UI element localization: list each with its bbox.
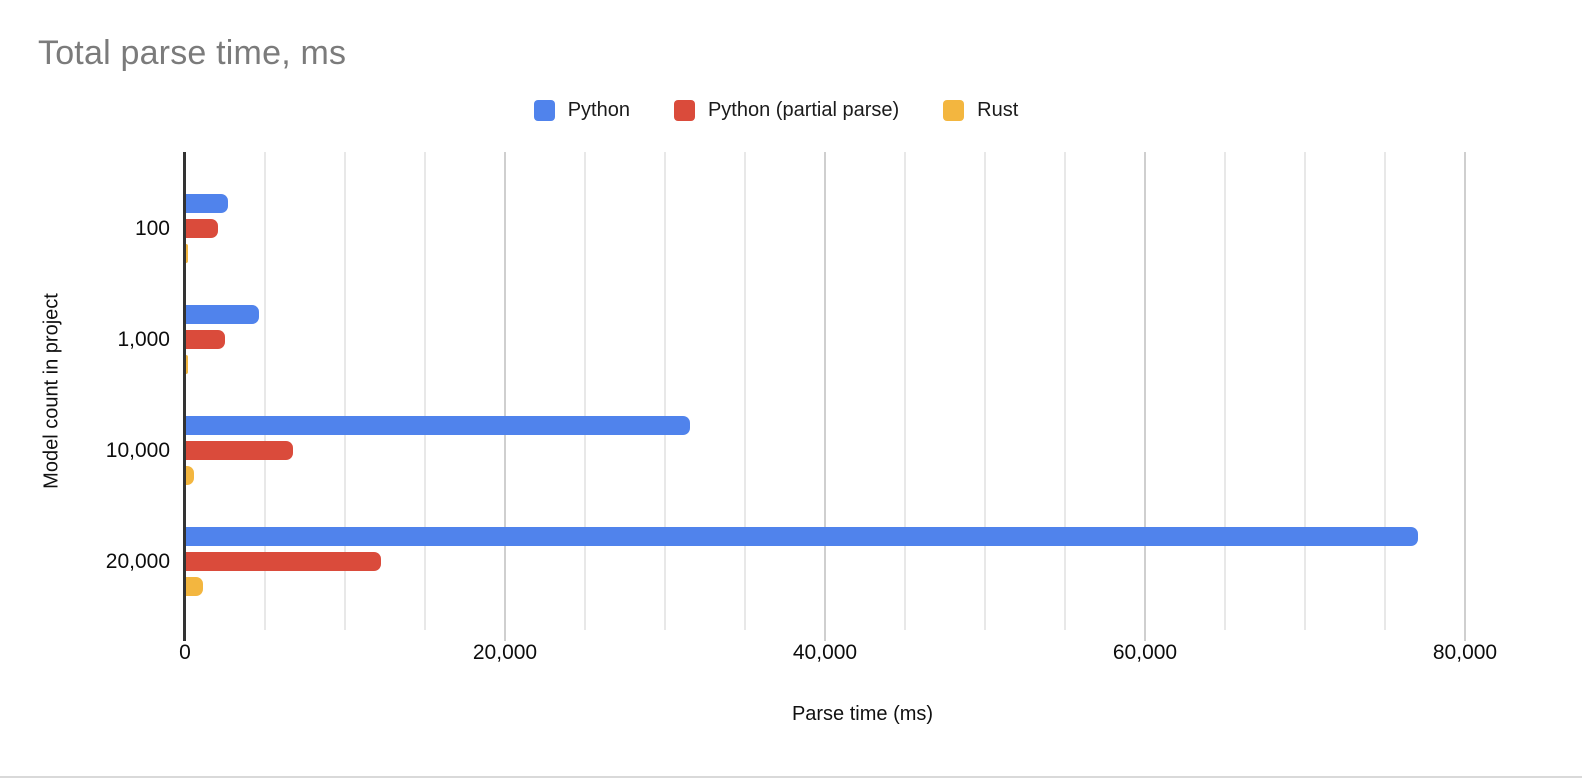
bar-python-20-000 <box>186 527 1418 546</box>
legend-item-rust: Rust <box>943 99 1018 122</box>
y-axis-tick-labels: 100 1,000 10,000 20,000 <box>0 152 170 630</box>
y-tick-label: 100 <box>134 216 170 240</box>
gridline-minor <box>744 152 746 630</box>
gridline-major <box>1144 152 1146 630</box>
x-axis-tick-mark <box>504 630 506 641</box>
gridline-minor <box>664 152 666 630</box>
gridline-minor <box>1304 152 1306 630</box>
gridline-minor <box>904 152 906 630</box>
x-tick-label: 0 <box>179 641 191 664</box>
gridline-minor <box>424 152 426 630</box>
bar-rust-10-000 <box>186 466 195 485</box>
plot-area <box>183 152 1466 641</box>
bar-python-1-000 <box>186 305 259 324</box>
x-axis-tick-mark <box>1144 630 1146 641</box>
bar-rust-100 <box>186 244 188 263</box>
chart-legend: Python Python (partial parse) Rust <box>0 99 1552 122</box>
bar-python-10-000 <box>186 416 690 435</box>
bar-python-partial-parse-100 <box>186 219 218 238</box>
gridline-minor <box>264 152 266 630</box>
legend-label: Python <box>567 99 630 121</box>
gridline-minor <box>1064 152 1066 630</box>
gridline-minor <box>1384 152 1386 630</box>
x-axis-tick-mark <box>824 630 826 641</box>
legend-label: Python (partial parse) <box>707 99 900 121</box>
chart-title: Total parse time, ms <box>38 34 347 72</box>
bar-rust-20-000 <box>186 577 203 596</box>
legend-swatch-rust <box>943 100 965 121</box>
x-tick-label: 60,000 <box>1112 641 1178 664</box>
page-divider <box>0 776 1582 778</box>
y-tick-label: 1,000 <box>117 327 170 351</box>
x-tick-label: 80,000 <box>1432 641 1498 664</box>
legend-swatch-python-partial-parse <box>673 100 695 121</box>
x-axis-tick-labels: 0 20,000 40,000 60,000 80,000 <box>179 641 1497 671</box>
x-tick-label: 20,000 <box>472 641 538 664</box>
legend-label: Rust <box>977 99 1019 121</box>
y-axis-line <box>183 152 186 641</box>
gridline-minor <box>584 152 586 630</box>
bar-python-partial-parse-10-000 <box>186 441 294 460</box>
bar-rust-1-000 <box>186 355 189 374</box>
y-tick-label: 10,000 <box>105 438 170 462</box>
y-axis-title: Model count in project <box>40 293 63 489</box>
gridline-major <box>1464 152 1466 630</box>
gridline-minor <box>1224 152 1226 630</box>
legend-item-python: Python <box>533 99 630 122</box>
bar-python-100 <box>186 194 228 213</box>
bar-python-partial-parse-20-000 <box>186 552 382 571</box>
x-axis-title: Parse time (ms) <box>791 703 934 725</box>
legend-item-python-partial-parse: Python (partial parse) <box>673 99 900 122</box>
x-axis-tick-mark <box>1464 630 1466 641</box>
x-tick-label: 40,000 <box>792 641 858 664</box>
gridline-minor <box>344 152 346 630</box>
gridline-minor <box>984 152 986 630</box>
y-tick-label: 20,000 <box>105 549 170 573</box>
gridline-major <box>504 152 506 630</box>
bar-python-partial-parse-1-000 <box>186 330 226 349</box>
gridline-major <box>824 152 826 630</box>
legend-swatch-python <box>533 100 555 121</box>
